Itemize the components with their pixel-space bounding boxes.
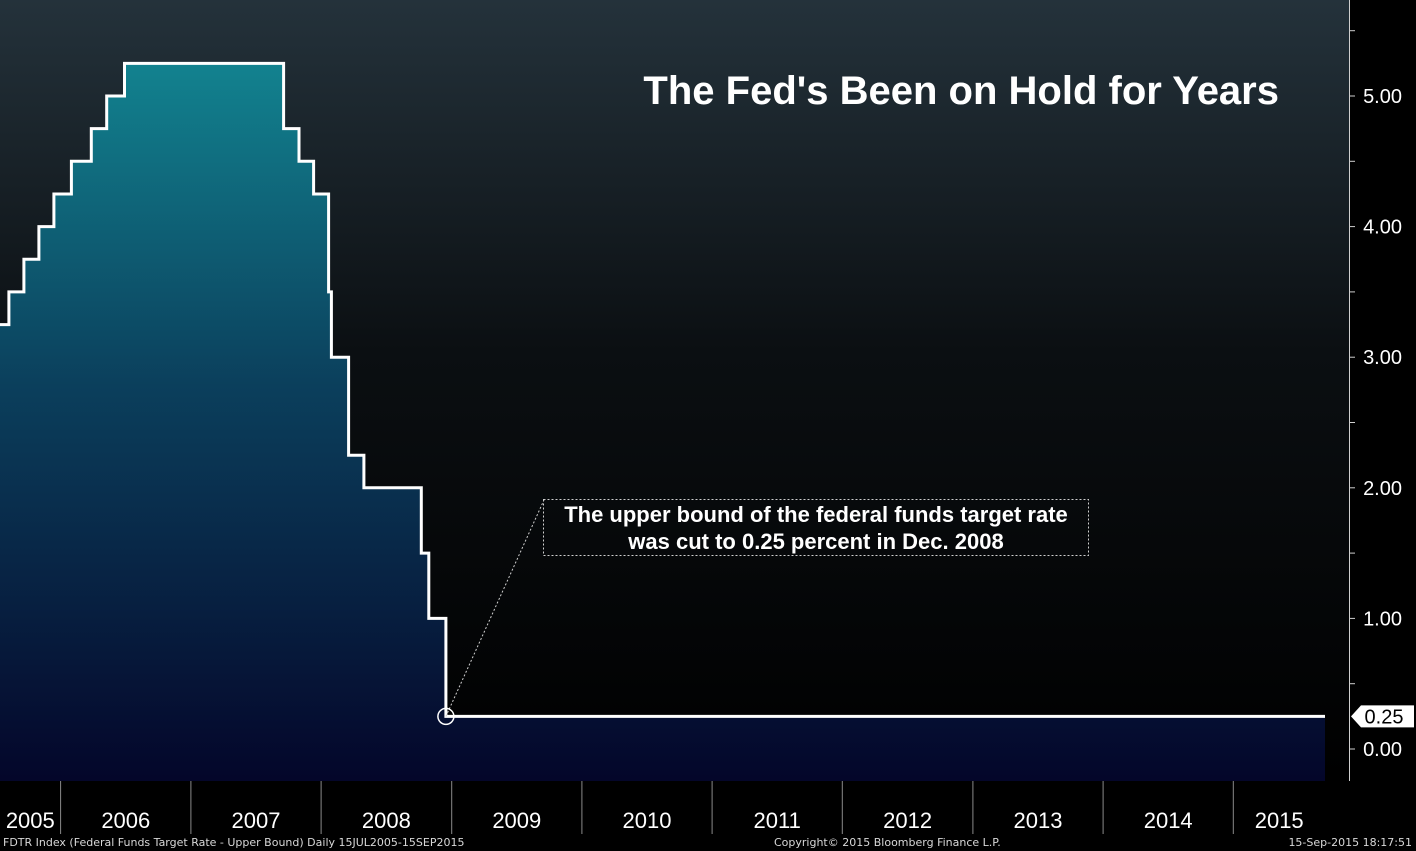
- x-tick-label: 2006: [101, 808, 150, 833]
- x-tick-label: 2013: [1014, 808, 1063, 833]
- x-tick-label: 2014: [1144, 808, 1193, 833]
- area-layer: [0, 61, 1325, 781]
- annotation-text-line2: was cut to 0.25 percent in Dec. 2008: [627, 529, 1003, 554]
- annotation-text-line1: The upper bound of the federal funds tar…: [564, 502, 1068, 527]
- footer-source: FDTR Index (Federal Funds Target Rate - …: [3, 836, 465, 849]
- x-tick-label: 2011: [754, 808, 801, 833]
- footer: FDTR Index (Federal Funds Target Rate - …: [0, 834, 1416, 851]
- y-tick-label: 4.00: [1363, 217, 1402, 239]
- y-tick-label: 2.00: [1363, 478, 1402, 500]
- annotation-marker: [437, 707, 455, 726]
- x-axis-band: [0, 781, 1349, 834]
- annotation: The upper bound of the federal funds tar…: [437, 499, 1089, 726]
- x-tick-label: 2015: [1255, 808, 1304, 833]
- footer-copyright: Copyright© 2015 Bloomberg Finance L.P.: [774, 836, 1001, 849]
- rate-area: [0, 63, 1325, 781]
- x-tick-label: 2010: [623, 808, 672, 833]
- x-axis: 2005 2006 2007 2008 2009 2010 2011 2012 2013 2014…: [6, 781, 1304, 834]
- y-axis: 0.00 1.00 2.00 3.00 4.00 5.00 0.25: [1349, 30, 1414, 761]
- x-tick-label: 2009: [492, 808, 541, 833]
- x-tick-label: 2012: [883, 808, 932, 833]
- annotation-leader: [445, 499, 545, 717]
- footer-timestamp: 15-Sep-2015 18:17:51: [1288, 836, 1412, 849]
- rate-line: [0, 61, 1325, 718]
- y-tick-label: 5.00: [1363, 86, 1402, 108]
- y-axis-band: [1349, 0, 1416, 834]
- chart-title: The Fed's Been on Hold for Years: [643, 69, 1279, 113]
- x-tick-label: 2005: [6, 808, 55, 833]
- last-value-label: 0.25: [1365, 706, 1404, 728]
- y-tick-label: 3.00: [1363, 347, 1402, 369]
- y-tick-label: 1.00: [1363, 608, 1402, 630]
- y-tick-label: 0.00: [1363, 739, 1402, 761]
- last-value-tag: [1351, 705, 1414, 728]
- x-tick-label: 2007: [232, 808, 281, 833]
- x-tick-label: 2008: [362, 808, 411, 833]
- annotation-box: [543, 499, 1089, 556]
